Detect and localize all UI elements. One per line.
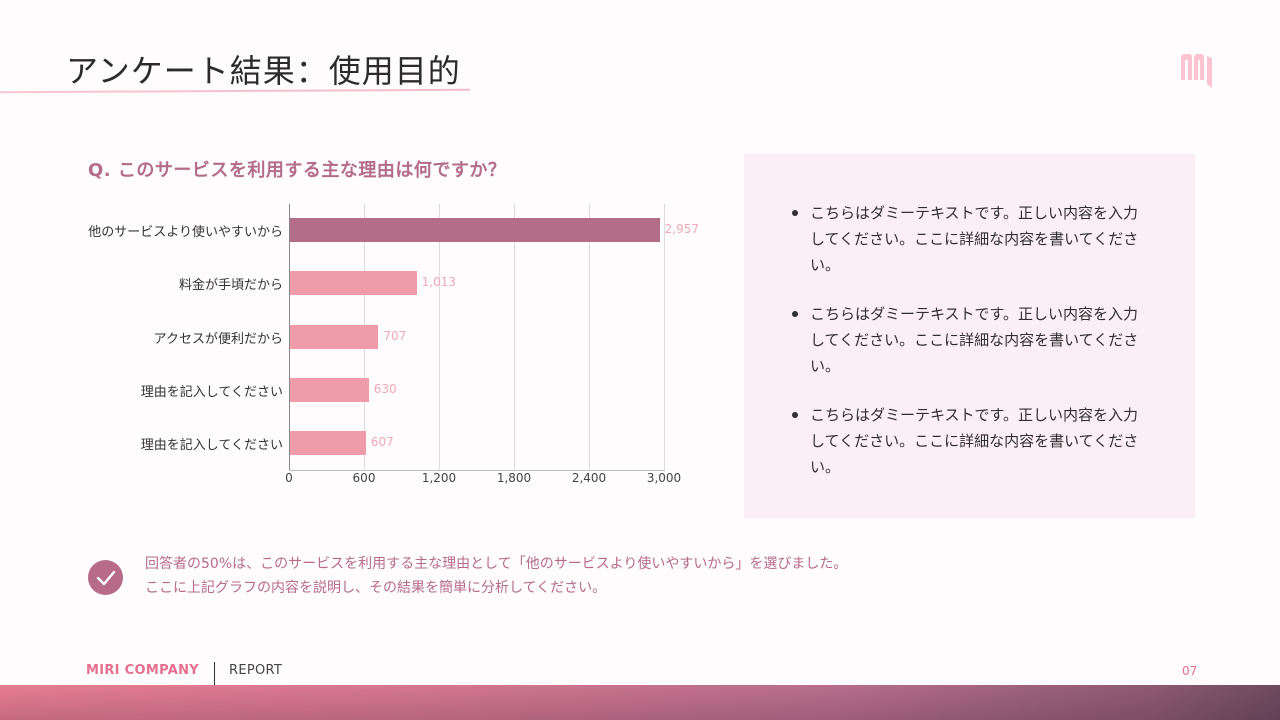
question-heading: Q. このサービスを利用する主な理由は何ですか？ [88,160,507,181]
page-title: アンケート結果：使用目的 [66,52,461,90]
check-circle-icon [88,560,123,595]
bar-value-label: 2,957 [664,222,699,236]
bar [290,431,366,455]
x-tick-label: 1,800 [496,471,532,485]
gridline [514,204,515,470]
summary-line-1: 回答者の50%は、このサービスを利用する主な理由として「他のサービスより使いやす… [145,556,848,572]
category-label: アクセスが便利だから [153,332,283,347]
summary-line-2: ここに上記グラフの内容を説明し、その結果を簡単に分析してください。 [145,580,607,596]
bar-value-label: 1,013 [421,275,456,289]
brand-m-logo-icon [1181,54,1212,88]
footer-gradient-band [0,685,1280,720]
bar-chart: 0 600 1,200 1,800 2,400 3,000 他のサービスより使いやすいから 2… [80,200,720,500]
bar-value-label: 707 [383,329,407,343]
summary-text: 回答者の50%は、このサービスを利用する主な理由として「他のサービスより使いやす… [145,552,945,600]
notes-list-item: こちらはダミーテキストです。正しい内容を入力してください。ここに詳細な内容を書い… [792,200,1152,278]
gridline [589,204,590,470]
footer-divider [214,662,215,685]
footer-brand: MIRI COMPANY [86,663,199,678]
bullet-icon [792,210,798,216]
x-axis [289,470,665,471]
note-text: こちらはダミーテキストです。正しい内容を入力してください。ここに詳細な内容を書い… [810,305,1139,375]
x-tick-label: 2,400 [571,471,607,485]
bullet-icon [792,311,798,317]
note-text: こちらはダミーテキストです。正しい内容を入力してください。ここに詳細な内容を書い… [810,204,1139,274]
footer-section: REPORT [229,663,283,678]
category-label: 理由を記入してください [140,438,283,453]
bar-value-label: 607 [370,435,394,449]
category-label: 料金が手頃だから [178,278,283,293]
x-tick-label: 1,200 [421,471,457,485]
bar [290,378,369,402]
gridline [439,204,440,470]
page-number: 07 [1182,664,1198,678]
x-tick-label: 0 [285,471,293,485]
bar [290,271,417,295]
notes-panel: こちらはダミーテキストです。正しい内容を入力してください。ここに詳細な内容を書い… [744,154,1195,518]
x-tick-label: 600 [352,471,376,485]
bullet-icon [792,412,798,418]
notes-list: こちらはダミーテキストです。正しい内容を入力してください。ここに詳細な内容を書い… [792,200,1152,503]
x-tick-label: 3,000 [646,471,682,485]
category-label: 理由を記入してください [140,385,283,400]
y-axis [289,204,290,470]
bar [290,325,379,349]
gridline [664,204,665,470]
notes-list-item: こちらはダミーテキストです。正しい内容を入力してください。ここに詳細な内容を書い… [792,301,1152,379]
bar [290,218,660,242]
note-text: こちらはダミーテキストです。正しい内容を入力してください。ここに詳細な内容を書い… [810,406,1139,476]
category-label: 他のサービスより使いやすいから [88,225,283,240]
notes-list-item: こちらはダミーテキストです。正しい内容を入力してください。ここに詳細な内容を書い… [792,402,1152,480]
bar-value-label: 630 [373,382,397,396]
